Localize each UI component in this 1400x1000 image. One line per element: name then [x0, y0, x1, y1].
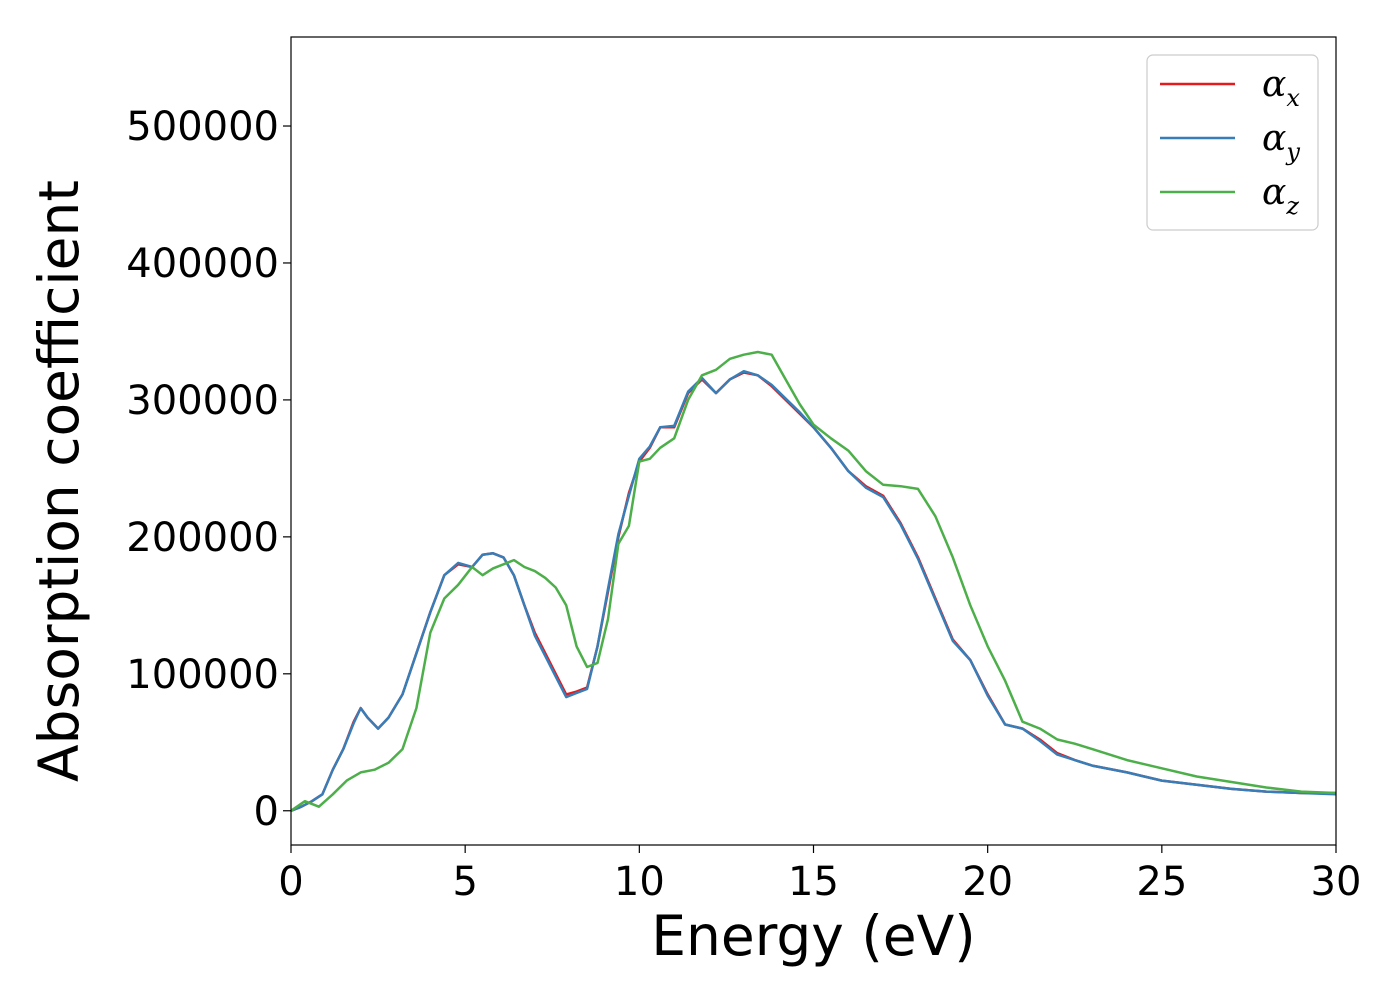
series-layer	[291, 350, 1336, 813]
y-tick-label: 400000	[126, 241, 279, 287]
legend-box	[1146, 54, 1319, 231]
legend-entry-alpha-y: αy	[1262, 118, 1300, 166]
legend-entry-subscript: y	[1285, 138, 1300, 166]
x-tick-label: 15	[788, 859, 839, 905]
legend-entry-symbol: α	[1262, 64, 1286, 105]
legend-entry-subscript: x	[1286, 84, 1300, 112]
x-axis-label: Energy (eV)	[651, 904, 975, 968]
y-tick-label: 100000	[126, 652, 279, 698]
y-axis: 0 100000 200000 300000 400000 500000	[126, 104, 291, 835]
y-tick-label: 200000	[126, 515, 279, 561]
x-tick-label: 10	[614, 859, 665, 905]
series-line-alpha-z	[291, 350, 1336, 813]
legend-entry-alpha-x: αx	[1262, 64, 1300, 112]
legend-entry-symbol: α	[1262, 172, 1286, 213]
x-axis: 0 5 10 15 20 25 30	[278, 845, 1361, 905]
x-tick-label: 25	[1136, 859, 1187, 905]
y-axis-label: Absorption coefficient	[27, 180, 91, 782]
legend-entry-symbol: α	[1262, 118, 1286, 159]
y-tick-label: 0	[254, 789, 279, 835]
x-tick-label: 5	[452, 859, 477, 905]
y-tick-label: 500000	[126, 104, 279, 150]
x-tick-label: 30	[1311, 859, 1362, 905]
x-tick-label: 20	[962, 859, 1013, 905]
x-tick-label: 0	[278, 859, 303, 905]
legend-entry-subscript: z	[1285, 192, 1299, 220]
y-tick-label: 300000	[126, 378, 279, 424]
series-line-alpha-x	[291, 371, 1336, 813]
series-line-alpha-y	[291, 369, 1336, 813]
legend-entry-alpha-z: αz	[1262, 172, 1299, 220]
